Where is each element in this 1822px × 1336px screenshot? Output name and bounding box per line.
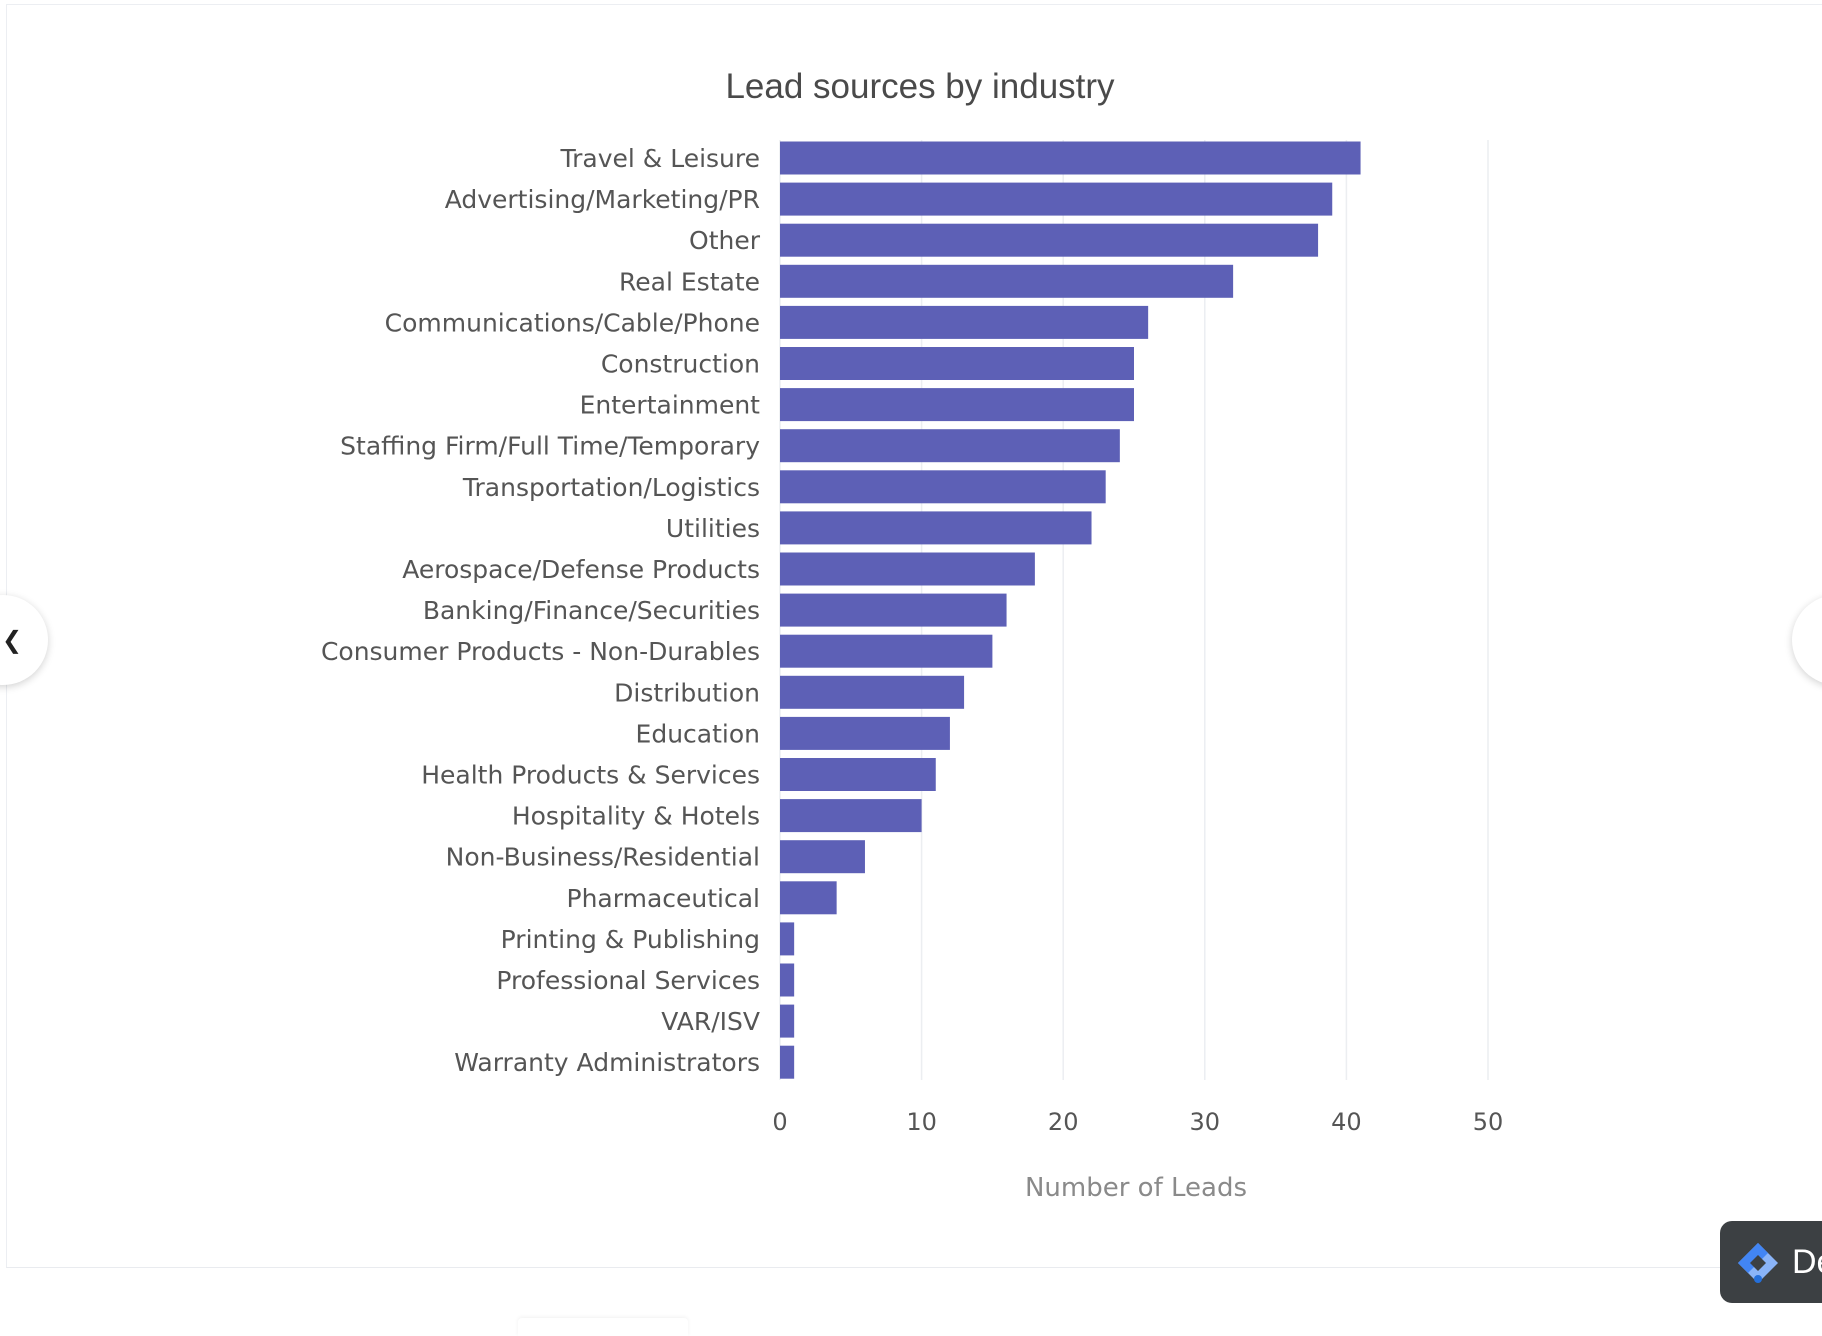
chart-title: Lead sources by industry xyxy=(725,67,1115,106)
category-label: Consumer Products - Non-Durables xyxy=(321,637,760,666)
category-label: Education xyxy=(636,719,760,748)
bar[interactable] xyxy=(780,552,1035,586)
bar[interactable] xyxy=(780,963,795,997)
bar[interactable] xyxy=(780,429,1120,463)
bar[interactable] xyxy=(780,347,1134,380)
category-label: Banking/Finance/Securities xyxy=(423,596,760,625)
x-tick-label: 10 xyxy=(906,1108,937,1136)
x-tick-label: 30 xyxy=(1190,1108,1221,1136)
bar[interactable] xyxy=(780,388,1134,422)
bar[interactable] xyxy=(780,511,1092,545)
tag-assistant-debug-badge[interactable]: De xyxy=(1720,1221,1822,1303)
tag-manager-icon xyxy=(1738,1243,1778,1283)
category-label: Non-Business/Residential xyxy=(446,843,760,872)
category-label: Health Products & Services xyxy=(421,761,760,790)
category-label: Staffing Firm/Full Time/Temporary xyxy=(340,432,760,461)
category-label: Aerospace/Defense Products xyxy=(402,555,760,584)
x-axis-title: Number of Leads xyxy=(1025,1173,1247,1203)
bar[interactable] xyxy=(780,141,1361,175)
x-tick-labels: 0 10 20 30 40 50 xyxy=(772,1108,1503,1136)
category-label: Advertising/Marketing/PR xyxy=(445,185,760,214)
bar[interactable] xyxy=(780,922,795,956)
x-tick-label: 50 xyxy=(1473,1108,1504,1136)
category-label: Construction xyxy=(601,350,760,379)
category-label: Pharmaceutical xyxy=(567,884,760,913)
bar[interactable] xyxy=(780,593,1007,627)
bar[interactable] xyxy=(780,1004,795,1038)
bar[interactable] xyxy=(780,305,1149,339)
category-label: Travel & Leisure xyxy=(560,144,761,173)
bar[interactable] xyxy=(780,881,837,915)
category-label: VAR/ISV xyxy=(661,1007,760,1036)
x-tick-label: 40 xyxy=(1331,1108,1362,1136)
category-label: Communications/Cable/Phone xyxy=(385,308,760,337)
bar[interactable] xyxy=(780,675,965,709)
category-labels: Travel & Leisure Advertising/Marketing/PR… xyxy=(321,144,761,1077)
category-label: Entertainment xyxy=(580,391,761,420)
chevron-left-icon: ❮ xyxy=(2,626,23,654)
category-label: Transportation/Logistics xyxy=(462,473,760,502)
x-tick-label: 20 xyxy=(1048,1108,1079,1136)
bar[interactable] xyxy=(780,716,950,750)
category-label: Printing & Publishing xyxy=(501,925,760,954)
bar[interactable] xyxy=(780,799,922,833)
bar[interactable] xyxy=(780,182,1333,216)
bar-chart: Travel & Leisure Advertising/Marketing/PR… xyxy=(321,67,1503,1203)
category-label: Warranty Administrators xyxy=(454,1048,760,1077)
bar[interactable] xyxy=(780,264,1234,298)
bar[interactable] xyxy=(780,840,865,874)
category-label: Other xyxy=(689,226,761,255)
category-label: Real Estate xyxy=(619,267,760,296)
bottom-tab-stub xyxy=(518,1318,688,1336)
bars xyxy=(780,141,1361,1079)
category-label: Hospitality & Hotels xyxy=(512,802,760,831)
debug-badge-label: De xyxy=(1792,1243,1822,1281)
bar[interactable] xyxy=(780,470,1106,504)
category-label: Professional Services xyxy=(496,966,760,995)
category-label: Utilities xyxy=(666,514,760,543)
bar[interactable] xyxy=(780,634,993,668)
category-label: Distribution xyxy=(614,678,760,707)
bar[interactable] xyxy=(780,1045,795,1079)
bar[interactable] xyxy=(780,223,1319,257)
x-tick-label: 0 xyxy=(772,1108,787,1136)
bar[interactable] xyxy=(780,758,936,791)
